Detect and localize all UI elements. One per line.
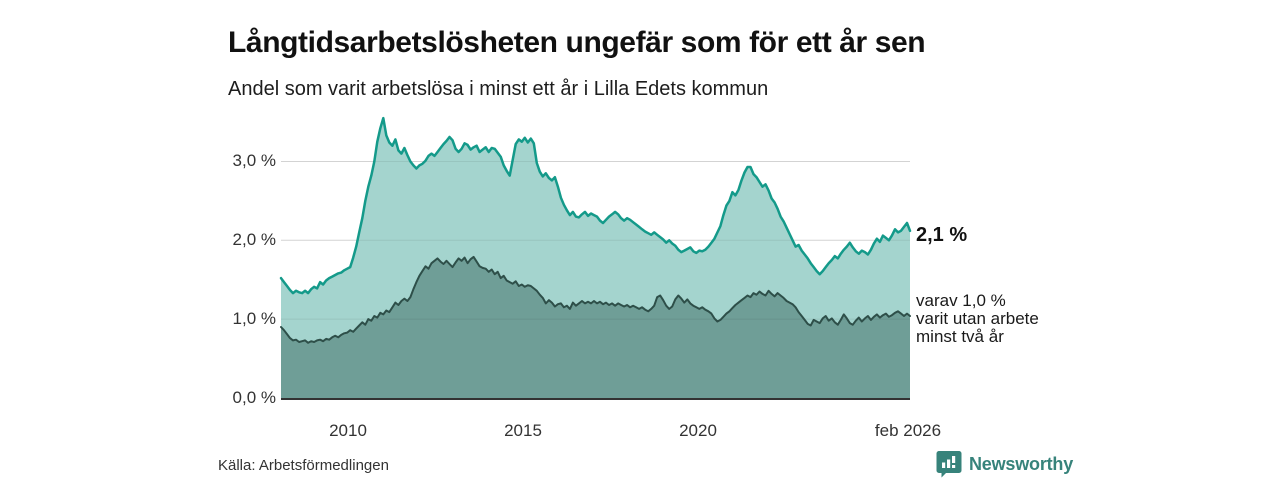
secondary-series-line	[280, 255, 911, 344]
y-axis-tick-1: 1,0 %	[232, 309, 276, 328]
secondary-series-end-label: varav 1,0 % varit utan arbete minst två …	[916, 292, 1039, 346]
y-axis-tick-2: 2,0 %	[232, 230, 276, 249]
x-axis-tick-feb-2026: feb 2026	[874, 421, 942, 440]
secondary-end-line-3: minst två år	[916, 327, 1004, 346]
total-series-line	[279, 116, 912, 295]
x-axis-tick-2020: 2020	[679, 421, 717, 440]
newsworthy-logo-text: Newsworthy	[969, 453, 1074, 474]
newsworthy-logo-icon	[936, 451, 962, 478]
source-credit: Källa: Arbetsförmedlingen	[218, 457, 389, 474]
secondary-area-fill	[281, 256, 910, 398]
y-axis-tick-3: 3,0 %	[232, 151, 276, 170]
x-axis-tick-2010: 2010	[329, 421, 367, 440]
x-axis-tick-2015: 2015	[504, 421, 542, 440]
chart-subtitle: Andel som varit arbetslösa i minst ett å…	[228, 77, 769, 100]
newsworthy-branding: Newsworthy	[936, 450, 1073, 478]
secondary-end-line-1: varav 1,0 %	[916, 291, 1006, 310]
y-axis-tick-0: 0,0 %	[232, 388, 276, 407]
secondary-end-line-2: varit utan arbete	[916, 309, 1039, 328]
chart-title: Långtidsarbetslösheten ungefär som för e…	[228, 26, 926, 60]
total-series-end-label: 2,1 %	[916, 224, 968, 246]
